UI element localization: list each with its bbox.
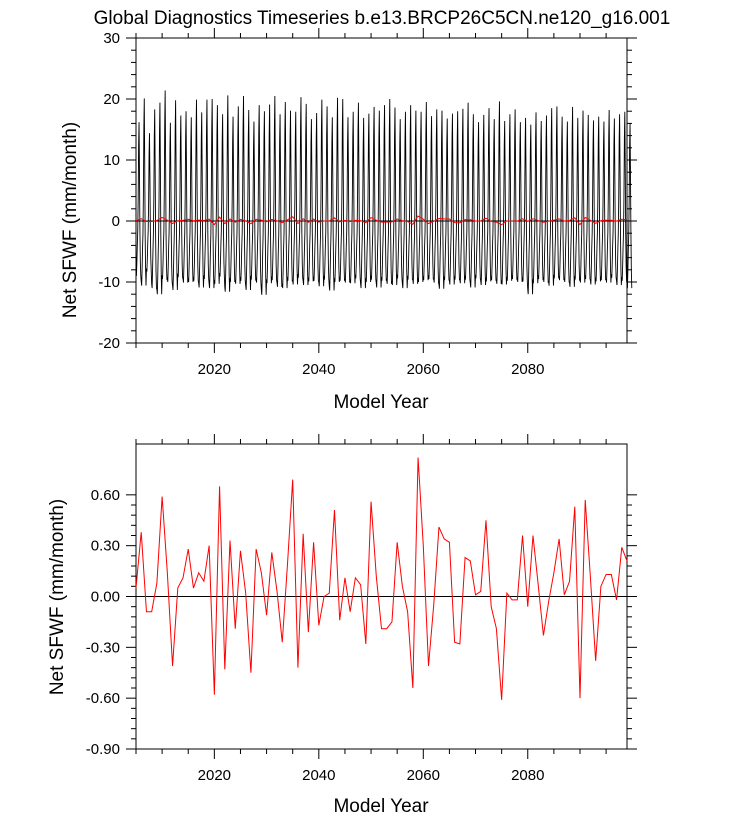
y-tick-label: 0.60 xyxy=(91,487,120,504)
bottom-y-tick-labels: -0.90 -0.60 -0.30 0.00 0.30 0.60 xyxy=(86,487,120,758)
y-tick-label: 30 xyxy=(103,30,120,47)
top-y-axis-label: Net SFWF (mm/month) xyxy=(60,122,81,318)
bottom-y-axis-label: Net SFWF (mm/month) xyxy=(47,499,68,695)
top-tick-marks xyxy=(126,28,637,353)
top-monthly-series-line xyxy=(135,90,633,295)
x-tick-label: 2040 xyxy=(302,767,335,784)
top-y-tick-labels: -20 -10 0 10 20 30 xyxy=(98,30,120,352)
bottom-tick-marks xyxy=(126,434,637,759)
y-tick-label: -0.90 xyxy=(86,741,120,758)
y-tick-label: 20 xyxy=(103,91,120,108)
top-annual-series-line xyxy=(135,215,628,226)
x-tick-label: 2080 xyxy=(511,361,544,378)
y-tick-label: -0.60 xyxy=(86,690,120,707)
bottom-series-line xyxy=(135,457,628,700)
bottom-x-axis-label: Model Year xyxy=(333,796,429,817)
x-tick-label: 2060 xyxy=(407,767,440,784)
top-x-tick-labels: 2020 2040 2060 2080 xyxy=(198,361,545,378)
x-tick-label: 2020 xyxy=(198,361,231,378)
x-tick-label: 2060 xyxy=(407,361,440,378)
bottom-x-tick-labels: 2020 2040 2060 2080 xyxy=(198,767,545,784)
chart-title: Global Diagnostics Timeseries b.e13.BRCP… xyxy=(94,8,671,29)
y-tick-label: 0.00 xyxy=(91,589,120,606)
y-tick-label: 0 xyxy=(112,213,120,230)
y-tick-label: -10 xyxy=(98,274,120,291)
top-plot-frame xyxy=(135,37,628,344)
x-tick-label: 2080 xyxy=(511,767,544,784)
top-panel: -20 -10 0 10 20 30 2020 2040 2060 2080 Model Yea… xyxy=(60,28,637,413)
y-tick-label: 0.30 xyxy=(91,538,120,555)
y-tick-label: -0.30 xyxy=(86,639,120,656)
y-tick-label: 10 xyxy=(103,152,120,169)
bottom-panel: -0.90 -0.60 -0.30 0.00 0.30 0.60 2020 2040 2060… xyxy=(47,434,637,817)
y-tick-label: -20 xyxy=(98,335,120,352)
top-x-axis-label: Model Year xyxy=(333,392,429,413)
x-tick-label: 2040 xyxy=(302,361,335,378)
x-tick-label: 2020 xyxy=(198,767,231,784)
